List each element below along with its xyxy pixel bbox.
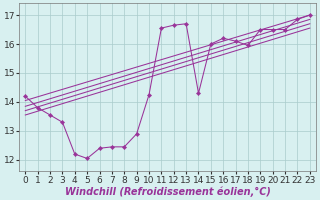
X-axis label: Windchill (Refroidissement éolien,°C): Windchill (Refroidissement éolien,°C) — [65, 186, 270, 197]
